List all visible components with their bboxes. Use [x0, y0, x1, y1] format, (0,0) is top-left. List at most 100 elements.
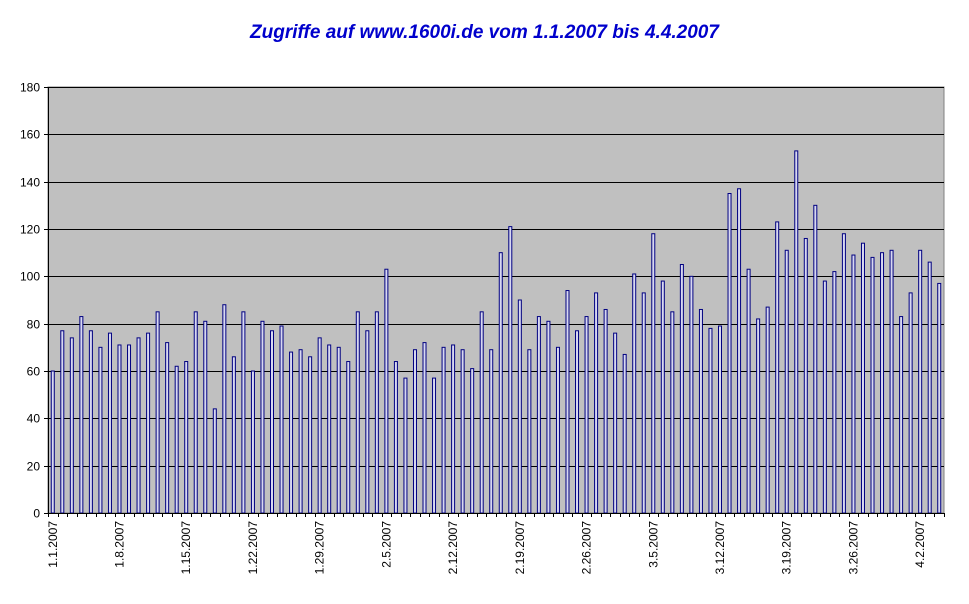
x-tick-label: 2.12.2007 — [446, 521, 460, 575]
bar — [212, 408, 217, 514]
chart-title: Zugriffe auf www.1600i.de vom 1.1.2007 b… — [250, 22, 719, 43]
bar — [489, 349, 494, 514]
x-axis-tick-labels: 1.1.2007 1.8.2007 1.15.2007 1.22.2007 1.29.2… — [46, 521, 927, 575]
bar — [250, 370, 255, 514]
bar — [775, 221, 780, 514]
bar — [146, 332, 151, 514]
bar — [460, 349, 465, 514]
bar — [508, 226, 513, 514]
x-tick-label: 1.29.2007 — [313, 521, 327, 575]
bar — [270, 330, 274, 514]
bar — [794, 150, 799, 514]
bar — [231, 356, 236, 514]
y-tick-label: 140 — [20, 176, 40, 190]
bar — [841, 233, 846, 514]
bar — [317, 337, 322, 514]
bar — [470, 368, 475, 514]
bar — [784, 249, 789, 514]
bar — [184, 361, 189, 514]
bar — [870, 256, 875, 514]
bar — [613, 332, 618, 514]
y-tick-label: 120 — [20, 223, 40, 237]
bar — [50, 370, 55, 514]
bar — [165, 342, 170, 514]
plot-background — [47, 86, 945, 514]
bar — [584, 316, 589, 514]
bar — [889, 249, 894, 514]
plot-area — [47, 86, 945, 514]
x-tick-label: 3.26.2007 — [846, 521, 860, 575]
bar — [289, 351, 294, 514]
bar — [136, 337, 141, 514]
bars — [50, 150, 942, 514]
bar — [412, 349, 417, 514]
bar — [203, 320, 208, 514]
bar — [689, 275, 694, 514]
bar — [346, 361, 351, 514]
bar — [117, 344, 122, 514]
y-tick-label: 60 — [27, 365, 41, 379]
y-tick-label: 100 — [20, 270, 40, 284]
x-tick-label: 4.2.2007 — [913, 521, 927, 568]
bar — [632, 273, 637, 514]
y-tick-label: 180 — [20, 81, 40, 95]
bar — [374, 311, 379, 514]
bar — [88, 330, 93, 514]
bar — [174, 365, 179, 514]
bar — [765, 306, 770, 514]
bar — [498, 252, 503, 514]
bar — [69, 337, 74, 514]
bar — [403, 377, 408, 514]
bar — [193, 311, 198, 514]
bar — [660, 280, 665, 514]
bar — [670, 311, 675, 514]
bar — [737, 188, 742, 514]
bar — [384, 268, 389, 514]
bar — [756, 318, 761, 514]
bar — [555, 346, 560, 514]
bar — [927, 261, 932, 514]
bar — [546, 320, 551, 514]
bar — [575, 330, 580, 514]
bar — [79, 316, 84, 514]
y-tick-label: 20 — [27, 460, 41, 474]
y-axis-tick-labels: 0 20 40 60 80 100 120 140 160 180 — [20, 81, 40, 521]
bar — [441, 346, 446, 514]
bar — [822, 280, 827, 514]
x-tick-label: 1.8.2007 — [112, 521, 126, 568]
bar — [880, 252, 885, 514]
axes — [44, 87, 945, 517]
x-tick-label: 1.15.2007 — [179, 521, 193, 575]
bar — [698, 308, 703, 514]
bar — [918, 249, 923, 514]
x-tick-label: 3.19.2007 — [780, 521, 794, 575]
bar — [451, 344, 456, 514]
bar — [298, 349, 303, 514]
bar — [679, 264, 684, 514]
bar — [107, 332, 112, 514]
bar — [860, 242, 865, 514]
bar — [718, 325, 722, 514]
y-tick-label: 80 — [27, 318, 41, 332]
bar — [336, 346, 341, 514]
bar — [279, 325, 284, 514]
bar — [260, 320, 265, 514]
bar — [241, 311, 246, 514]
bar — [422, 342, 427, 514]
y-tick-label: 0 — [33, 507, 40, 521]
bar — [308, 356, 313, 514]
bar — [98, 346, 103, 514]
x-tick-label: 1.22.2007 — [246, 521, 260, 575]
bar — [708, 327, 713, 514]
bar — [60, 330, 65, 514]
bar — [908, 292, 913, 514]
y-tick-label: 40 — [27, 412, 41, 426]
x-tick-label: 2.19.2007 — [513, 521, 527, 575]
x-tick-label: 2.26.2007 — [580, 521, 594, 575]
bar — [813, 204, 818, 514]
bar — [899, 316, 904, 514]
bar — [651, 233, 656, 514]
bar — [594, 292, 599, 514]
bar — [127, 344, 132, 514]
